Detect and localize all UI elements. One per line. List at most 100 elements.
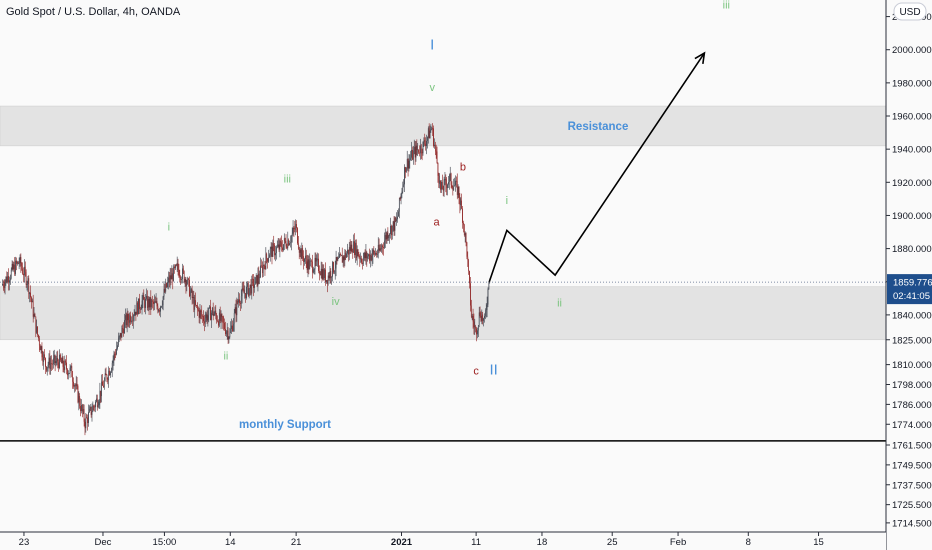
candle-body — [36, 326, 38, 333]
price-axis[interactable]: 2020.0002000.0001980.0001960.0001940.000… — [885, 0, 932, 550]
wave-label: ii — [223, 351, 228, 363]
candle-body — [51, 363, 52, 365]
candle-body — [213, 313, 215, 316]
candle-body — [173, 266, 174, 282]
candle-body — [147, 298, 149, 308]
candle-body — [332, 262, 333, 277]
candle-body — [13, 264, 15, 270]
candle-body — [437, 163, 439, 176]
candle-body — [362, 257, 364, 264]
candle-body — [291, 233, 293, 237]
candle-body — [23, 273, 24, 276]
candle-body — [429, 130, 431, 139]
candle-body — [198, 310, 200, 318]
candle-body — [60, 354, 61, 361]
candle-body — [59, 354, 60, 368]
candle-body — [330, 271, 332, 278]
candle-body — [432, 128, 434, 130]
candle-body — [154, 301, 156, 303]
candle-body — [118, 336, 120, 339]
candle-body — [106, 375, 108, 380]
candle-body — [56, 357, 58, 362]
candle-body — [81, 405, 82, 412]
candle-body — [264, 265, 266, 270]
candle-body — [256, 275, 258, 286]
candle-body — [283, 238, 285, 245]
candle-body — [448, 174, 450, 183]
candle-body — [123, 328, 124, 334]
candle-body — [224, 322, 225, 330]
currency-button[interactable]: USD — [893, 2, 927, 21]
candle-body — [393, 221, 395, 231]
candle-body — [280, 240, 282, 243]
candle-body — [365, 252, 367, 259]
candle-body — [219, 312, 221, 321]
candle-body — [186, 283, 188, 286]
price-tick-label: 1749.500 — [892, 460, 932, 471]
candle-body — [425, 143, 426, 147]
candle-body — [100, 390, 102, 397]
candle-body — [257, 273, 259, 286]
candle-body — [163, 289, 165, 297]
candle-body — [253, 278, 254, 288]
candle-body — [487, 289, 489, 305]
candle-body — [127, 313, 129, 321]
candle-body — [258, 273, 260, 279]
candle-body — [206, 314, 208, 321]
candle-body — [32, 300, 34, 317]
candle-body — [418, 149, 419, 153]
candle-body — [299, 249, 301, 253]
candle-body — [146, 295, 147, 299]
candle-body — [276, 247, 277, 254]
candle-body — [353, 241, 354, 253]
candle-body — [304, 255, 306, 259]
candle-body — [91, 411, 93, 415]
candlestick-series — [2, 123, 491, 436]
candle-body — [61, 357, 63, 364]
candle-body — [436, 151, 438, 164]
candle-body — [155, 301, 157, 303]
candle-body — [375, 252, 376, 255]
candle-body — [326, 280, 327, 283]
candle-body — [92, 405, 94, 412]
candle-body — [312, 261, 313, 273]
candle-body — [115, 354, 117, 355]
candle-body — [371, 255, 373, 261]
candle-body — [318, 258, 319, 272]
candle-body — [320, 268, 322, 275]
candle-body — [146, 295, 148, 308]
candle-body — [69, 367, 71, 374]
candle-body — [130, 315, 131, 322]
candle-body — [192, 297, 194, 299]
candle-body — [17, 261, 19, 264]
candle-body — [339, 254, 340, 258]
candle-body — [342, 256, 344, 263]
candle-body — [82, 409, 84, 412]
candle-body — [148, 298, 150, 308]
price-tick-label: 1761.500 — [892, 440, 932, 451]
candle-body — [415, 145, 417, 158]
candle-body — [460, 200, 462, 206]
candle-body — [158, 310, 160, 312]
time-axis[interactable]: 23 Dec 15:00 14 21 2021 11 18 25 Feb 8 15 — [0, 531, 886, 550]
candle-body — [77, 386, 79, 403]
projection-path — [488, 52, 706, 283]
wave-label: c — [473, 366, 479, 378]
bar-countdown: 02:41:05 — [893, 291, 930, 302]
candle-body — [446, 184, 448, 189]
price-tick-label: 1825.000 — [892, 335, 932, 346]
candle-body — [14, 264, 16, 274]
candle-body — [455, 180, 456, 186]
candle-body — [463, 224, 465, 236]
candle-body — [269, 248, 271, 255]
candle-body — [414, 146, 416, 158]
candle-body — [442, 189, 444, 191]
candle-body — [131, 320, 132, 322]
candle-body — [278, 244, 280, 250]
candle-body — [93, 405, 95, 407]
candle-body — [399, 197, 401, 200]
candle-body — [395, 217, 397, 221]
candle-body — [477, 325, 479, 331]
